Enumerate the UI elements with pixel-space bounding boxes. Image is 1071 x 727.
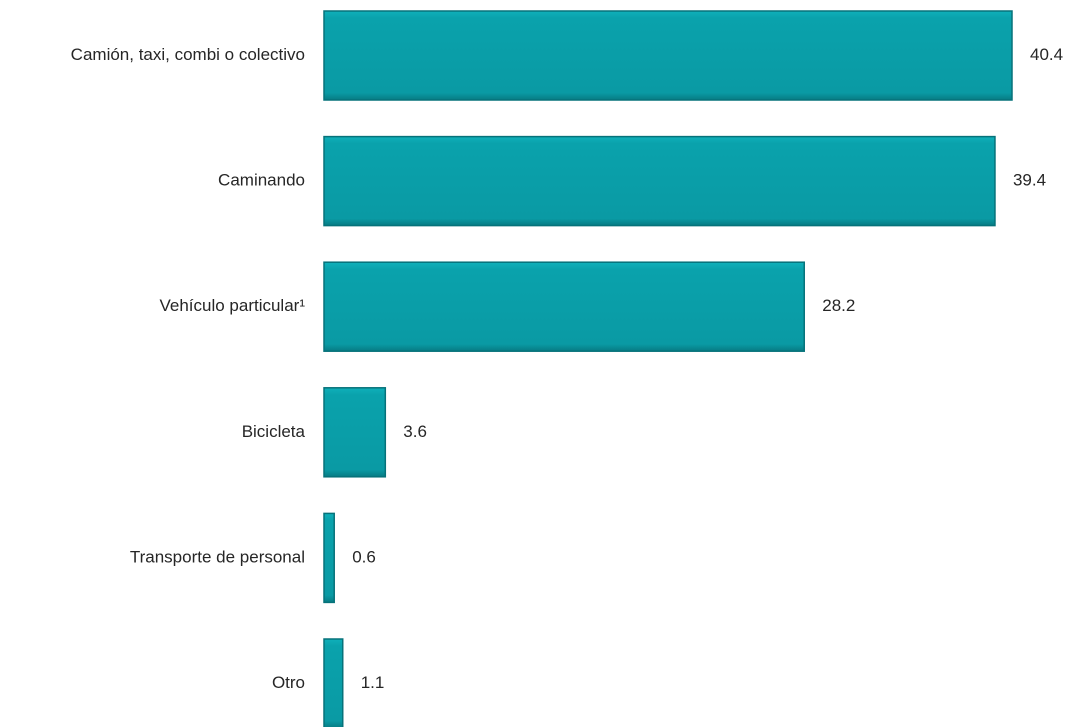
value-label-4: 3.6 bbox=[403, 422, 427, 441]
value-label-1: 40.4 bbox=[1030, 45, 1063, 64]
category-label-4: Bicicleta bbox=[242, 422, 306, 441]
category-label-3: Vehículo particular¹ bbox=[159, 296, 305, 315]
bar-4 bbox=[323, 387, 387, 478]
category-label-1: Camión, taxi, combi o colectivo bbox=[71, 45, 305, 64]
value-labels-group: 40.4 39.4 28.2 3.6 0.6 1.1 bbox=[352, 45, 1063, 692]
value-label-5: 0.6 bbox=[352, 547, 376, 566]
bar-5 bbox=[323, 512, 335, 604]
value-label-3: 28.2 bbox=[822, 296, 855, 315]
category-labels-group: Camión, taxi, combi o colectivo Caminando… bbox=[71, 45, 306, 692]
bar-2 bbox=[323, 135, 996, 227]
bars-group bbox=[323, 10, 1013, 727]
value-label-6: 1.1 bbox=[361, 673, 385, 692]
category-label-2: Caminando bbox=[218, 171, 305, 190]
bar-3 bbox=[323, 261, 805, 352]
bar-6 bbox=[323, 638, 344, 727]
value-label-2: 39.4 bbox=[1013, 171, 1046, 190]
category-label-6: Otro bbox=[272, 673, 305, 692]
category-label-5: Transporte de personal bbox=[130, 547, 305, 566]
bar-1 bbox=[323, 10, 1013, 101]
